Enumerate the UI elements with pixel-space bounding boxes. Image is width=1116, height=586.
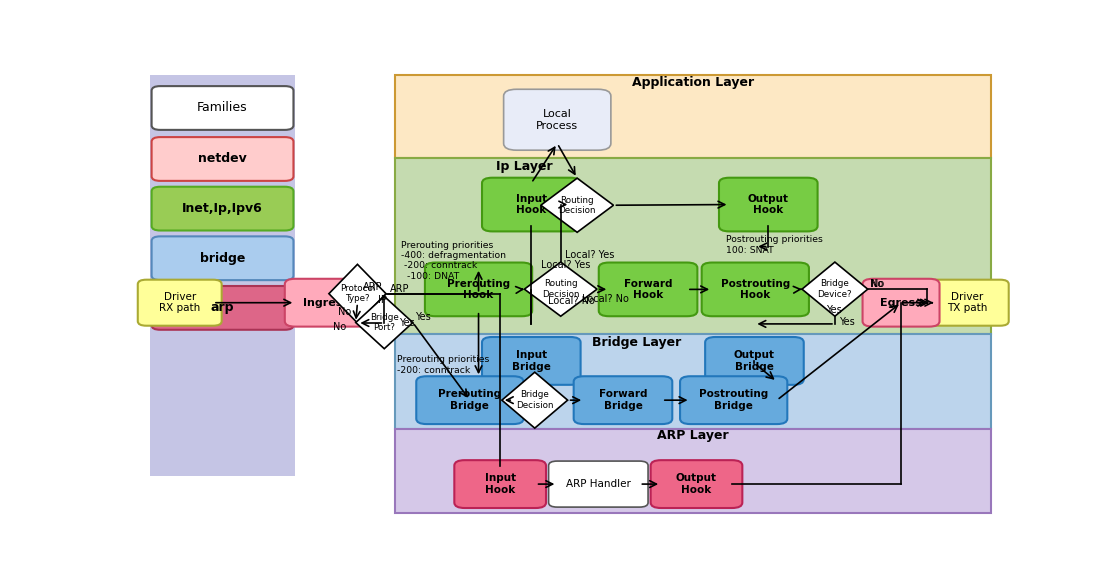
Bar [395, 158, 991, 334]
FancyBboxPatch shape [651, 460, 742, 508]
FancyBboxPatch shape [285, 279, 368, 326]
Text: Input
Hook: Input Hook [516, 194, 547, 216]
FancyBboxPatch shape [152, 137, 294, 181]
Text: Driver
RX path: Driver RX path [160, 292, 201, 314]
Polygon shape [802, 262, 868, 316]
Text: Yes: Yes [400, 318, 415, 328]
Text: IP: IP [378, 295, 387, 305]
FancyBboxPatch shape [416, 376, 523, 424]
FancyBboxPatch shape [152, 187, 294, 230]
Text: Local? Yes: Local? Yes [541, 260, 590, 270]
FancyBboxPatch shape [925, 280, 1009, 326]
FancyBboxPatch shape [137, 280, 222, 326]
Text: Families: Families [198, 101, 248, 114]
FancyBboxPatch shape [425, 263, 532, 316]
Text: Local? Yes: Local? Yes [565, 250, 615, 260]
Text: No: No [334, 322, 346, 332]
Text: Routing
Decision: Routing Decision [542, 280, 579, 299]
Text: Yes: Yes [839, 316, 855, 326]
Text: Inet,Ip,Ipv6: Inet,Ip,Ipv6 [182, 202, 263, 215]
Text: Routing
Decision: Routing Decision [558, 196, 596, 215]
Polygon shape [541, 178, 614, 232]
Text: Prerouting
Bridge: Prerouting Bridge [439, 389, 501, 411]
FancyBboxPatch shape [863, 279, 940, 326]
Text: bridge: bridge [200, 252, 246, 265]
FancyBboxPatch shape [152, 236, 294, 280]
Bar [395, 429, 991, 513]
Text: Postrouting priorities
100: SNAT: Postrouting priorities 100: SNAT [725, 235, 822, 255]
Text: Prerouting priorities
-200: conntrack: Prerouting priorities -200: conntrack [397, 355, 490, 374]
Text: Forward
Hook: Forward Hook [624, 278, 672, 300]
FancyBboxPatch shape [503, 89, 610, 150]
Text: Local? No: Local? No [583, 294, 629, 304]
FancyBboxPatch shape [680, 376, 787, 424]
Text: Egress: Egress [881, 298, 922, 308]
Text: Driver
TX path: Driver TX path [946, 292, 987, 314]
FancyBboxPatch shape [454, 460, 546, 508]
Text: Prerouting
Hook: Prerouting Hook [448, 278, 510, 300]
Text: Prerouting priorities
-400: defragmentation
 -200: conntrack
  -100: DNAT: Prerouting priorities -400: defragmentat… [401, 241, 506, 281]
Text: Input
Hook: Input Hook [484, 473, 516, 495]
Text: ARP: ARP [363, 282, 382, 292]
FancyBboxPatch shape [482, 178, 580, 231]
Text: Postrouting
Bridge: Postrouting Bridge [699, 389, 768, 411]
Bar [150, 75, 295, 476]
Text: ARP Handler: ARP Handler [566, 479, 631, 489]
FancyBboxPatch shape [574, 376, 672, 424]
Text: arp: arp [211, 301, 234, 314]
Text: Output
Hook: Output Hook [676, 473, 716, 495]
FancyBboxPatch shape [482, 337, 580, 385]
FancyBboxPatch shape [152, 86, 294, 130]
Text: Bridge
Device?: Bridge Device? [818, 280, 853, 299]
Text: No: No [872, 279, 885, 289]
Text: Output
Hook: Output Hook [748, 194, 789, 216]
FancyBboxPatch shape [549, 461, 648, 507]
Text: Ingress: Ingress [304, 298, 349, 308]
Text: Application Layer: Application Layer [632, 76, 754, 90]
FancyBboxPatch shape [719, 178, 818, 231]
Text: ARP: ARP [391, 284, 410, 294]
Text: No: No [870, 279, 884, 289]
Text: Local
Process: Local Process [536, 109, 578, 131]
Bar [395, 75, 991, 158]
Text: Local? No: Local? No [548, 297, 595, 306]
Polygon shape [329, 264, 386, 323]
Polygon shape [525, 262, 597, 316]
Text: Bridge Layer: Bridge Layer [593, 336, 682, 349]
Text: Bridge
Port?: Bridge Port? [369, 313, 398, 332]
Text: Ip Layer: Ip Layer [497, 161, 552, 173]
Text: No: No [338, 306, 352, 316]
FancyBboxPatch shape [702, 263, 809, 316]
Text: Postrouting
Hook: Postrouting Hook [721, 278, 790, 300]
FancyBboxPatch shape [705, 337, 804, 385]
Text: ARP Layer: ARP Layer [657, 430, 729, 442]
Text: Output
Bridge: Output Bridge [734, 350, 775, 372]
Text: netdev: netdev [199, 152, 247, 165]
Text: Yes: Yes [826, 305, 841, 315]
Text: Input
Bridge: Input Bridge [512, 350, 550, 372]
Polygon shape [356, 297, 413, 349]
Text: Bridge
Decision: Bridge Decision [516, 390, 554, 410]
Text: Forward
Bridge: Forward Bridge [598, 389, 647, 411]
Bar [395, 334, 991, 429]
Polygon shape [502, 372, 568, 428]
Text: Yes: Yes [415, 312, 431, 322]
FancyBboxPatch shape [152, 286, 294, 330]
Text: Protocol
Type?: Protocol Type? [339, 284, 375, 304]
FancyBboxPatch shape [599, 263, 698, 316]
